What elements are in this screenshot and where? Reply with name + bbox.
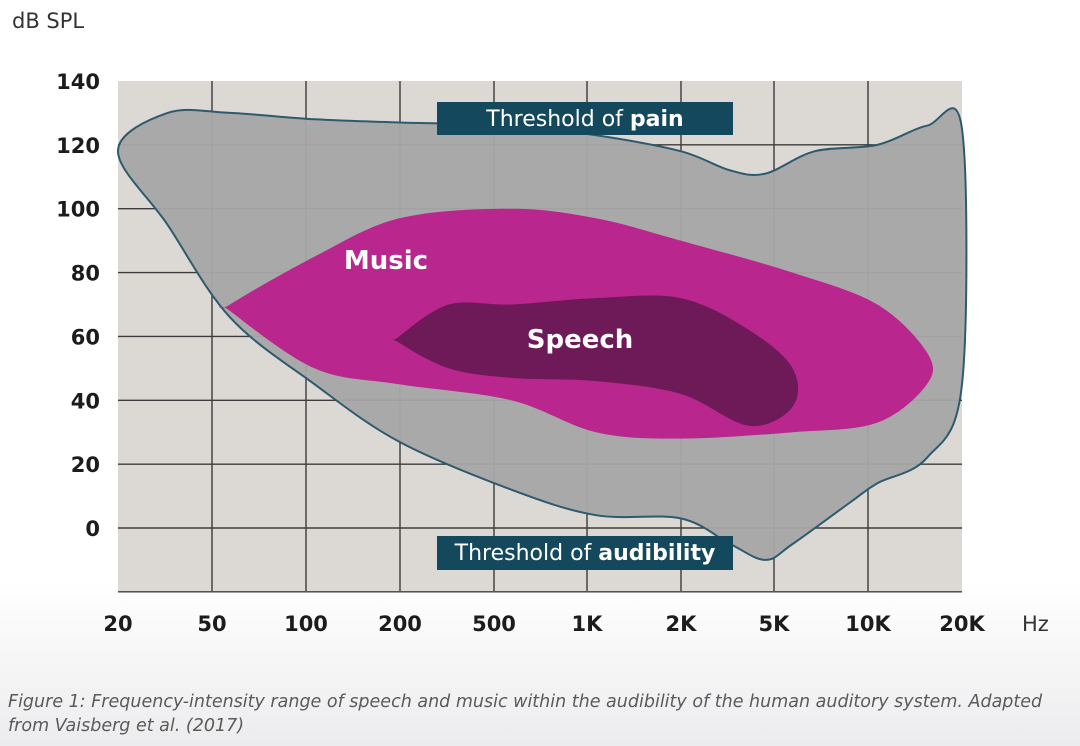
x-axis-ticks: 20 50 100 200 500 1K 2K 5K 10K 20K (103, 612, 985, 636)
y-tick-label: 80 (71, 262, 100, 286)
regions (116, 107, 968, 561)
x-tick-label: 5K (759, 612, 791, 636)
x-tick-label: 20 (103, 612, 132, 636)
threshold-pain-prefix: Threshold of (485, 107, 630, 132)
threshold-of-pain-box: Threshold of pain (437, 102, 733, 135)
x-tick-label: 200 (378, 612, 422, 636)
x-tick-label: 2K (666, 612, 698, 636)
x-tick-label: 1K (572, 612, 604, 636)
y-tick-label: 100 (56, 198, 100, 222)
region-labels: Music Speech (344, 246, 633, 355)
music-label: Music (344, 246, 428, 276)
y-tick-label: 140 (56, 70, 100, 94)
y-axis-label: dB SPL (12, 9, 84, 33)
x-axis-unit-label: Hz (1022, 612, 1049, 636)
threshold-pain-background (437, 102, 733, 135)
y-tick-label: 60 (71, 325, 100, 349)
speech-label: Speech (527, 325, 634, 355)
threshold-pain-text: Threshold of pain (485, 107, 683, 132)
x-tick-label: 50 (197, 612, 226, 636)
threshold-audibility-bold: audibility (598, 541, 715, 566)
y-tick-label: 0 (85, 517, 100, 541)
speech-region (393, 295, 799, 427)
y-axis-ticks: 140 120 100 80 60 40 20 0 (56, 70, 100, 541)
threshold-pain-bold: pain (630, 107, 684, 132)
threshold-audibility-background (437, 536, 733, 570)
y-tick-label: 20 (71, 453, 100, 477)
figure-caption: Figure 1: Frequency-intensity range of s… (8, 692, 1043, 736)
x-tick-label: 20K (939, 612, 985, 636)
y-tick-label: 120 (56, 134, 100, 158)
x-tick-label: 500 (472, 612, 516, 636)
threshold-audibility-prefix: Threshold of (454, 541, 599, 566)
x-tick-label: 100 (284, 612, 328, 636)
threshold-audibility-text: Threshold of audibility (454, 541, 716, 566)
y-tick-label: 40 (71, 389, 100, 413)
threshold-of-audibility-box: Threshold of audibility (437, 536, 733, 570)
x-tick-label: 10K (845, 612, 891, 636)
